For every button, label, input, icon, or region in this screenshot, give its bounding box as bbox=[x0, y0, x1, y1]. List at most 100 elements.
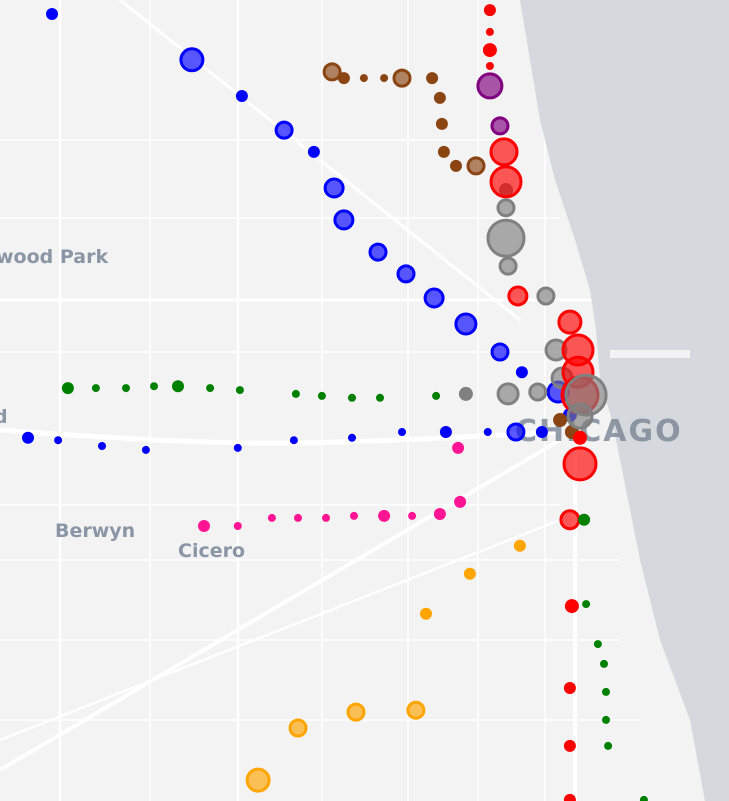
station-marker-green[interactable] bbox=[639, 795, 648, 801]
station-marker-blue[interactable] bbox=[483, 428, 492, 436]
station-marker-green[interactable] bbox=[600, 659, 608, 668]
station-marker-green[interactable] bbox=[593, 640, 602, 649]
station-marker-gray[interactable] bbox=[528, 382, 548, 402]
station-marker-pink[interactable] bbox=[350, 511, 358, 520]
station-marker-red[interactable] bbox=[564, 599, 579, 614]
station-marker-green[interactable] bbox=[376, 393, 384, 402]
station-marker-green[interactable] bbox=[604, 741, 613, 750]
station-marker-blue[interactable] bbox=[179, 47, 205, 73]
station-marker-gray[interactable] bbox=[496, 198, 516, 218]
station-marker-blue[interactable] bbox=[506, 422, 526, 442]
station-marker-blue[interactable] bbox=[289, 436, 298, 445]
station-marker-blue[interactable] bbox=[98, 442, 106, 450]
station-marker-blue[interactable] bbox=[396, 264, 416, 284]
station-marker-green[interactable] bbox=[91, 384, 100, 393]
station-marker-brown[interactable] bbox=[380, 74, 389, 83]
station-marker-brown[interactable] bbox=[322, 62, 342, 82]
station-marker-red[interactable] bbox=[573, 430, 587, 445]
station-marker-blue[interactable] bbox=[333, 209, 355, 231]
station-marker-red[interactable] bbox=[507, 285, 529, 307]
station-marker-orange[interactable] bbox=[463, 567, 476, 580]
station-marker-blue[interactable] bbox=[46, 8, 58, 20]
station-marker-gray-loop[interactable] bbox=[566, 402, 594, 430]
station-marker-brown[interactable] bbox=[433, 91, 446, 104]
station-marker-green[interactable] bbox=[150, 382, 158, 391]
station-marker-red[interactable] bbox=[557, 309, 583, 335]
station-marker-green[interactable] bbox=[602, 715, 610, 724]
station-marker-gray[interactable] bbox=[458, 386, 473, 401]
station-marker-orange[interactable] bbox=[288, 718, 308, 738]
station-marker-blue[interactable] bbox=[490, 342, 510, 362]
station-marker-pink[interactable] bbox=[452, 441, 465, 454]
station-marker-green[interactable] bbox=[432, 391, 441, 400]
station-marker-pink[interactable] bbox=[198, 520, 210, 532]
station-marker-green[interactable] bbox=[348, 393, 356, 402]
station-marker-purple[interactable] bbox=[476, 72, 504, 100]
station-marker-gray[interactable] bbox=[496, 382, 520, 406]
station-marker-brown[interactable] bbox=[392, 68, 412, 88]
station-marker-blue[interactable] bbox=[515, 366, 528, 379]
station-marker-red[interactable] bbox=[563, 682, 576, 694]
station-marker-red[interactable] bbox=[483, 4, 496, 17]
station-marker-green[interactable] bbox=[122, 384, 130, 393]
station-marker-brown[interactable] bbox=[435, 117, 448, 130]
station-marker-pink[interactable] bbox=[378, 509, 391, 522]
station-marker-orange[interactable] bbox=[513, 539, 526, 552]
station-marker-gray[interactable] bbox=[486, 218, 526, 258]
station-marker-pink[interactable] bbox=[408, 511, 417, 520]
station-marker-brown[interactable] bbox=[450, 159, 462, 172]
station-marker-red[interactable] bbox=[482, 43, 497, 58]
station-marker-green[interactable] bbox=[172, 380, 184, 393]
station-marker-blue[interactable] bbox=[235, 90, 248, 102]
station-marker-brown[interactable] bbox=[426, 72, 439, 85]
station-marker-green[interactable] bbox=[317, 391, 326, 400]
station-marker-orange[interactable] bbox=[406, 700, 426, 720]
station-marker-purple[interactable] bbox=[490, 116, 510, 136]
station-marker-green[interactable] bbox=[602, 687, 610, 696]
station-marker-brown[interactable] bbox=[337, 72, 350, 85]
station-marker-blue[interactable] bbox=[439, 426, 452, 438]
station-marker-green[interactable] bbox=[578, 513, 591, 526]
station-marker-blue[interactable] bbox=[307, 145, 320, 158]
station-marker-pink[interactable] bbox=[267, 513, 276, 522]
station-marker-brown[interactable] bbox=[466, 156, 486, 176]
station-marker-red[interactable] bbox=[485, 27, 494, 36]
station-marker-red[interactable] bbox=[559, 509, 581, 531]
station-marker-blue[interactable] bbox=[368, 242, 388, 262]
station-marker-pink[interactable] bbox=[322, 513, 330, 522]
station-marker-red[interactable] bbox=[489, 137, 519, 167]
station-marker-orange[interactable] bbox=[245, 767, 271, 793]
station-marker-pink[interactable] bbox=[454, 495, 467, 508]
station-marker-orange[interactable] bbox=[420, 607, 432, 620]
station-marker-red[interactable] bbox=[563, 793, 576, 801]
station-marker-green[interactable] bbox=[235, 386, 244, 395]
station-marker-red[interactable] bbox=[562, 446, 598, 482]
station-marker-gray[interactable] bbox=[536, 286, 556, 306]
station-marker-red[interactable] bbox=[489, 165, 523, 199]
station-marker-blue[interactable] bbox=[398, 428, 406, 436]
station-marker-red[interactable] bbox=[563, 739, 576, 752]
station-marker-blue[interactable] bbox=[423, 287, 445, 309]
station-marker-blue[interactable] bbox=[22, 431, 34, 444]
station-marker-green[interactable] bbox=[582, 600, 591, 609]
station-marker-red[interactable] bbox=[485, 62, 494, 70]
station-marker-orange[interactable] bbox=[346, 702, 366, 722]
station-marker-gray[interactable] bbox=[498, 256, 518, 276]
station-marker-blue[interactable] bbox=[454, 312, 478, 336]
station-marker-blue[interactable] bbox=[141, 445, 150, 454]
station-marker-brown[interactable] bbox=[553, 413, 568, 427]
station-marker-brown[interactable] bbox=[359, 74, 368, 83]
station-marker-green[interactable] bbox=[206, 384, 215, 393]
station-marker-green[interactable] bbox=[61, 382, 74, 395]
station-marker-blue[interactable] bbox=[535, 426, 548, 438]
station-marker-pink[interactable] bbox=[294, 513, 302, 522]
station-marker-brown[interactable] bbox=[437, 145, 450, 158]
station-marker-blue[interactable] bbox=[348, 433, 356, 442]
station-marker-pink[interactable] bbox=[233, 522, 242, 530]
station-marker-green[interactable] bbox=[291, 389, 300, 398]
station-marker-pink[interactable] bbox=[433, 508, 446, 520]
station-marker-blue[interactable] bbox=[54, 436, 63, 445]
station-marker-blue[interactable] bbox=[323, 177, 345, 199]
station-marker-blue[interactable] bbox=[274, 120, 294, 140]
